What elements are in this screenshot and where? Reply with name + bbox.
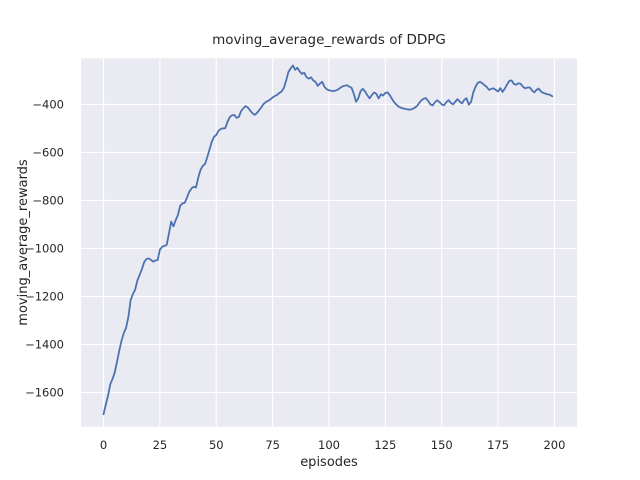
y-tick-label: −1400 (25, 338, 64, 352)
y-tick-label: −800 (32, 193, 64, 207)
y-tick-label: −1600 (25, 386, 64, 400)
y-axis-label: moving_average_rewards (16, 159, 31, 326)
x-tick-label: 150 (431, 438, 453, 452)
x-tick-label: 200 (543, 438, 565, 452)
gridlines (81, 58, 577, 427)
y-tick-label: −600 (32, 145, 64, 159)
x-tick-label: 175 (487, 438, 509, 452)
x-tick-label: 25 (153, 438, 168, 452)
y-tick-label: −1200 (25, 290, 64, 304)
x-tick-label: 100 (318, 438, 340, 452)
y-tick-labels: −400 −600 −800 −1000 −1200 −1400 −1600 (25, 97, 64, 399)
x-tick-label: 75 (265, 438, 280, 452)
reward-line (102, 64, 554, 416)
chart-title: moving_average_rewards of DDPG (212, 32, 446, 48)
series-group (102, 64, 554, 416)
x-tick-label: 125 (374, 438, 396, 452)
x-tick-labels: 0 25 50 75 100 125 150 175 200 (100, 438, 566, 452)
y-tick-label: −1000 (25, 242, 64, 256)
x-axis-label: episodes (300, 455, 358, 470)
x-tick-label: 50 (209, 438, 224, 452)
x-tick-label: 0 (100, 438, 107, 452)
y-tick-label: −400 (32, 97, 64, 111)
